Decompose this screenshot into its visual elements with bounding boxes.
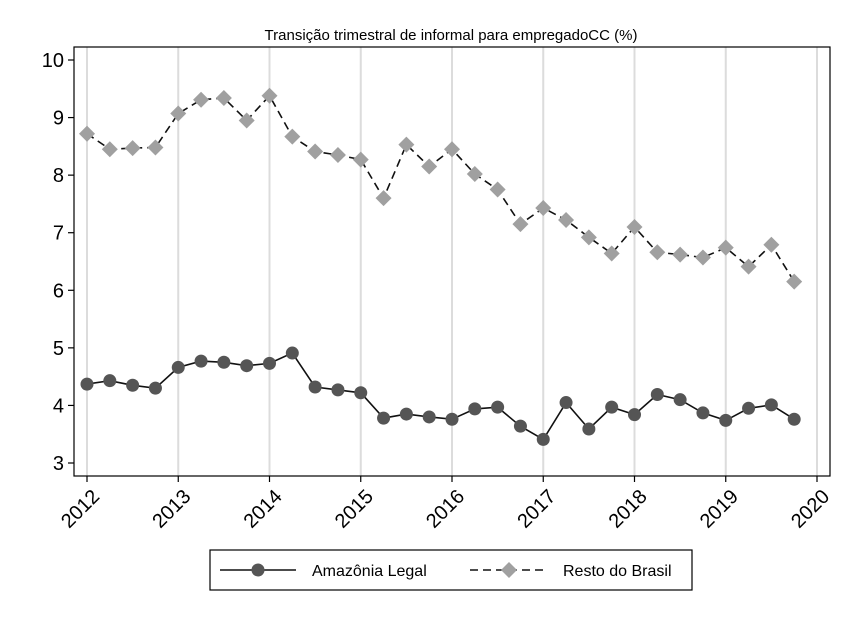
x-tick-label: 2019 (696, 486, 743, 533)
y-tick-label: 4 (53, 395, 64, 417)
data-point-diamond (694, 249, 711, 266)
data-point-diamond (147, 139, 164, 156)
data-point-circle (240, 359, 254, 373)
data-point-circle (673, 393, 687, 407)
data-point-circle (719, 413, 733, 427)
data-point-circle (742, 401, 756, 415)
data-point-circle (764, 398, 778, 412)
data-point-circle (377, 411, 391, 425)
data-point-diamond (717, 239, 734, 256)
data-point-diamond (307, 143, 324, 160)
data-point-diamond (786, 273, 803, 290)
x-tick-label: 2018 (605, 486, 652, 533)
data-point-circle (696, 406, 710, 420)
y-tick-label: 7 (53, 223, 64, 245)
data-point-circle (80, 377, 94, 391)
data-point-circle (605, 400, 619, 414)
data-point-diamond (489, 181, 506, 198)
data-point-circle (468, 402, 482, 416)
data-point-diamond (558, 212, 575, 229)
chart-title: Transição trimestral de informal para em… (265, 27, 638, 44)
data-point-circle (422, 410, 436, 424)
legend: Amazônia Legal Resto do Brasil (209, 549, 693, 591)
x-tick-label: 2017 (513, 486, 560, 533)
data-point-diamond (79, 125, 95, 142)
y-axis: 3 4 5 6 7 8 9 10 (42, 50, 74, 475)
data-point-diamond (261, 87, 278, 104)
data-point-circle (308, 380, 322, 394)
data-point-diamond (352, 151, 369, 168)
data-point-diamond (193, 91, 210, 108)
x-tick-label: 2020 (787, 486, 834, 533)
series-line-2 (86, 94, 795, 283)
data-point-circle (650, 387, 664, 401)
data-point-circle (445, 412, 459, 426)
data-point-circle (263, 356, 276, 370)
data-point-diamond (763, 236, 780, 253)
data-point-diamond (466, 165, 483, 182)
legend-marker-diamond (501, 562, 517, 578)
data-point-diamond (101, 141, 118, 158)
y-tick-label: 6 (53, 280, 64, 302)
data-point-circle (536, 432, 550, 446)
x-tick-label: 2016 (422, 486, 469, 533)
data-point-circle (354, 386, 368, 400)
x-tick-label: 2014 (240, 486, 287, 533)
data-point-circle (513, 419, 527, 433)
data-point-circle (103, 374, 117, 388)
y-tick-label: 8 (53, 165, 64, 187)
data-point-diamond (626, 218, 643, 235)
series-layer (79, 87, 803, 446)
legend-marker-circle (251, 563, 265, 577)
y-tick-label: 10 (42, 50, 64, 72)
legend-label: Resto do Brasil (563, 563, 672, 580)
data-point-circle (559, 396, 573, 410)
data-point-circle (285, 346, 299, 360)
data-point-diamond (535, 199, 552, 216)
data-point-circle (194, 354, 208, 368)
data-point-circle (126, 378, 140, 392)
data-point-diamond (170, 105, 187, 122)
y-tick-label: 5 (53, 338, 64, 360)
data-point-circle (217, 355, 231, 369)
data-point-diamond (215, 89, 232, 106)
data-point-circle (787, 412, 801, 426)
data-point-circle (331, 383, 345, 397)
data-point-diamond (375, 190, 392, 207)
data-point-diamond (444, 141, 460, 158)
x-axis: 2012 2013 2014 2015 2016 2017 2018 2019 2020 (57, 476, 834, 533)
data-point-diamond (124, 140, 141, 157)
data-point-diamond (649, 244, 666, 261)
data-point-diamond (580, 229, 597, 246)
data-point-diamond (329, 146, 346, 163)
data-point-diamond (284, 128, 301, 145)
data-point-circle (148, 381, 162, 395)
data-point-diamond (603, 245, 620, 262)
data-point-circle (171, 360, 185, 374)
data-point-diamond (398, 136, 415, 153)
y-tick-label: 3 (53, 453, 64, 475)
data-point-diamond (238, 112, 255, 129)
series-line-1 (86, 351, 795, 441)
data-point-circle (399, 407, 413, 421)
data-point-diamond (421, 158, 438, 175)
data-point-diamond (740, 258, 757, 275)
data-point-diamond (672, 246, 689, 263)
data-point-diamond (512, 216, 529, 233)
legend-label: Amazônia Legal (312, 563, 427, 580)
x-tick-label: 2012 (57, 486, 104, 533)
x-tick-label: 2015 (331, 486, 378, 533)
data-point-circle (628, 408, 641, 422)
x-tick-label: 2013 (148, 486, 195, 533)
y-tick-label: 9 (53, 108, 64, 130)
data-point-circle (582, 422, 596, 436)
data-point-circle (491, 400, 505, 414)
